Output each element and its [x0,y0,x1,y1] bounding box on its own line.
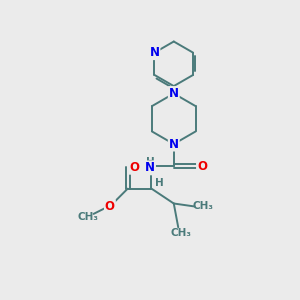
Text: O: O [197,160,207,173]
Text: O: O [129,161,139,174]
Text: H: H [146,157,154,167]
Text: N: N [169,138,179,151]
Text: CH₃: CH₃ [78,212,99,223]
Text: N: N [169,87,179,100]
Text: CH₃: CH₃ [192,201,213,211]
Text: N: N [145,161,155,174]
Text: O: O [105,200,115,213]
Text: H: H [155,178,164,188]
Text: CH₃: CH₃ [170,228,191,238]
Text: N: N [149,46,160,59]
